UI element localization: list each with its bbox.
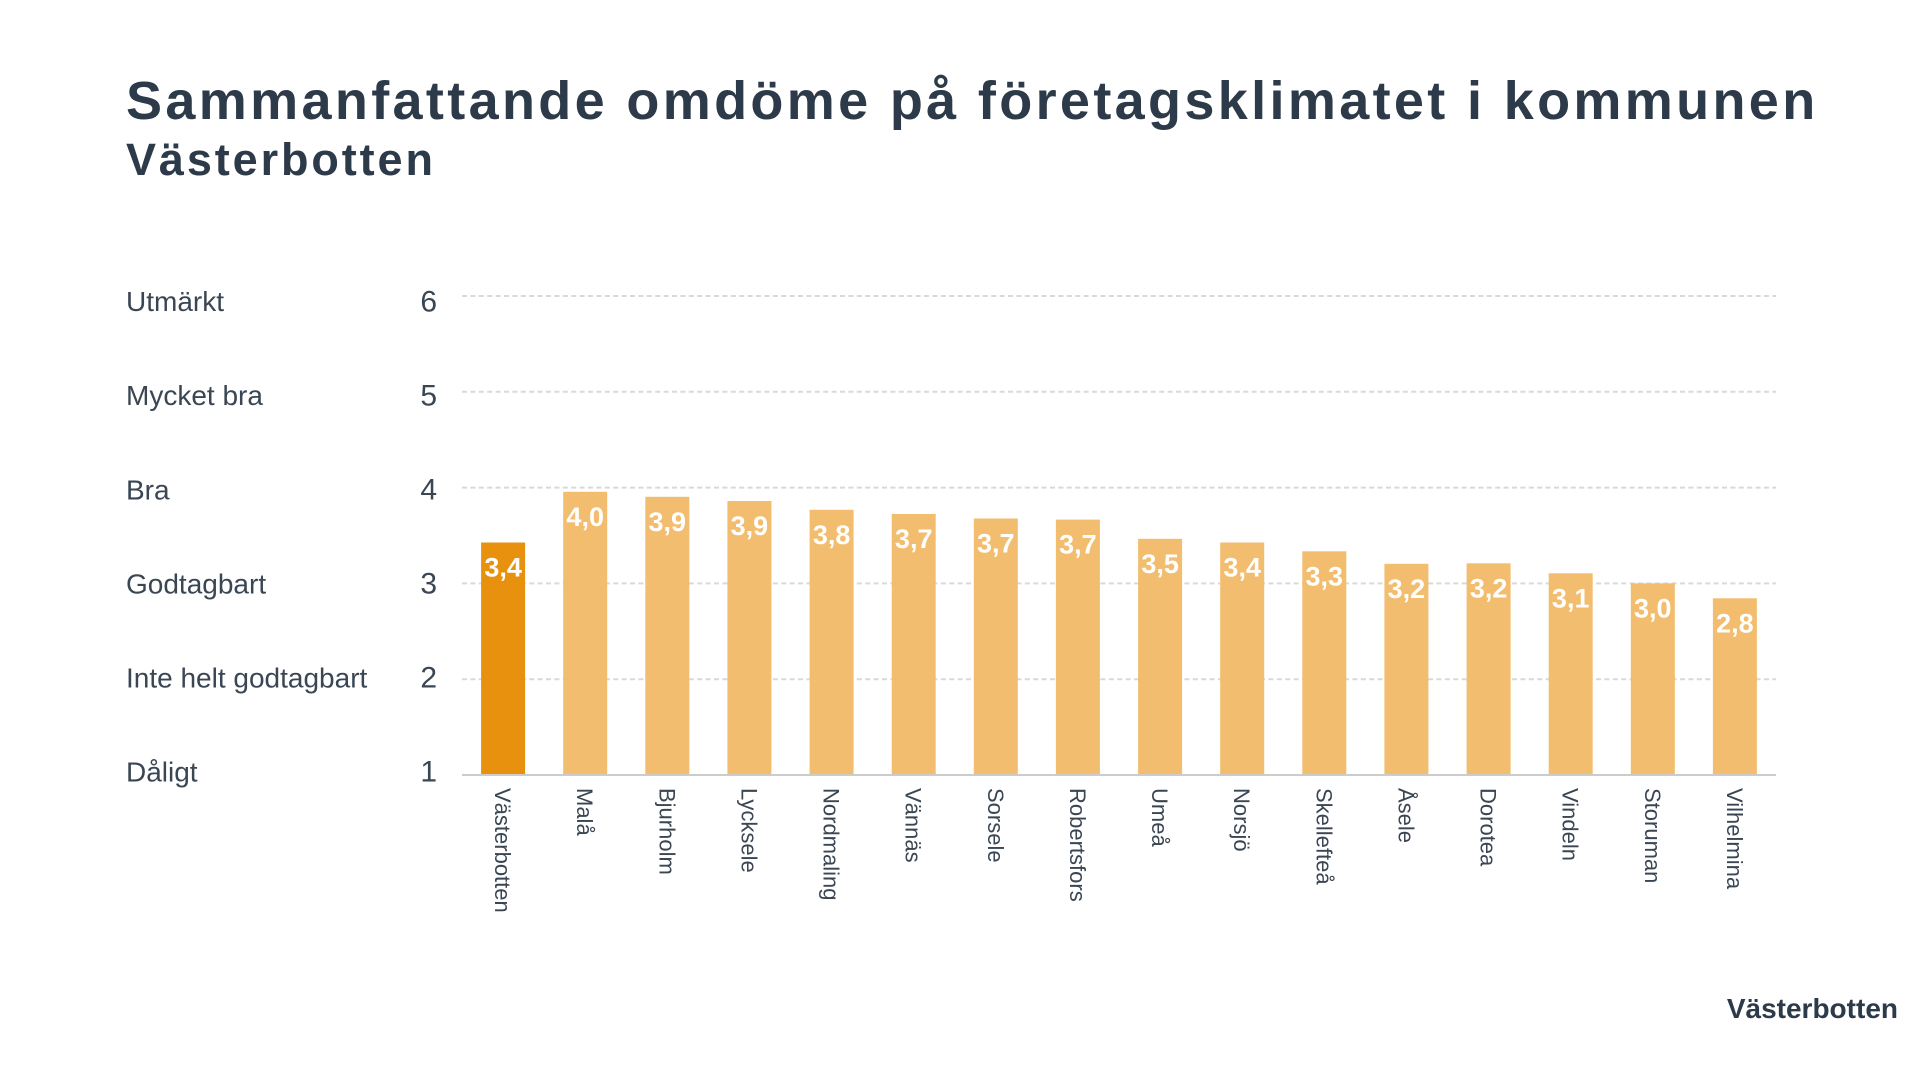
- svg-text:Sorsele: Sorsele: [983, 788, 1008, 863]
- svg-text:3,8: 3,8: [813, 520, 851, 550]
- svg-text:Malå: Malå: [572, 788, 597, 836]
- svg-text:2,8: 2,8: [1716, 608, 1754, 638]
- svg-text:Inte helt godtagbart: Inte helt godtagbart: [126, 662, 368, 693]
- svg-text:Utmärkt: Utmärkt: [126, 286, 224, 317]
- svg-text:3,9: 3,9: [649, 507, 687, 537]
- svg-text:3,7: 3,7: [977, 529, 1015, 559]
- svg-text:Bjurholm: Bjurholm: [654, 788, 679, 875]
- svg-text:Nordmaling: Nordmaling: [819, 788, 844, 901]
- svg-text:3,0: 3,0: [1634, 593, 1672, 623]
- svg-text:5: 5: [420, 379, 437, 412]
- svg-text:3,3: 3,3: [1306, 561, 1344, 591]
- svg-text:3,7: 3,7: [895, 524, 933, 554]
- svg-text:Västerbotten: Västerbotten: [1727, 993, 1898, 1024]
- svg-text:3,5: 3,5: [1141, 549, 1179, 579]
- svg-text:3,1: 3,1: [1552, 583, 1590, 613]
- svg-text:3,7: 3,7: [1059, 530, 1097, 560]
- svg-text:Dåligt: Dåligt: [126, 756, 198, 787]
- svg-text:Sammanfattande omdöme på föret: Sammanfattande omdöme på företagsklimate…: [126, 71, 1819, 131]
- svg-text:Vännäs: Vännäs: [901, 788, 926, 863]
- svg-text:Mycket bra: Mycket bra: [126, 380, 263, 411]
- svg-text:Vilhelmina: Vilhelmina: [1722, 788, 1747, 890]
- svg-text:Vindeln: Vindeln: [1558, 788, 1583, 861]
- svg-text:6: 6: [420, 285, 437, 318]
- svg-text:4: 4: [420, 474, 437, 507]
- svg-text:Umeå: Umeå: [1147, 788, 1172, 847]
- svg-text:3,9: 3,9: [731, 511, 769, 541]
- svg-text:4,0: 4,0: [566, 502, 604, 532]
- svg-text:Dorotea: Dorotea: [1476, 788, 1501, 867]
- svg-text:Storuman: Storuman: [1640, 788, 1665, 883]
- svg-text:Skellefteå: Skellefteå: [1311, 788, 1336, 885]
- svg-text:Åsele: Åsele: [1393, 788, 1418, 843]
- svg-text:Robertsfors: Robertsfors: [1065, 788, 1090, 902]
- svg-text:Västerbotten: Västerbotten: [490, 788, 515, 913]
- svg-text:Godtagbart: Godtagbart: [126, 568, 266, 599]
- svg-text:1: 1: [420, 756, 437, 789]
- svg-text:Bra: Bra: [126, 474, 170, 505]
- svg-text:3,4: 3,4: [484, 553, 522, 583]
- svg-text:Norsjö: Norsjö: [1229, 788, 1254, 852]
- svg-text:3,2: 3,2: [1388, 574, 1426, 604]
- svg-text:Lycksele: Lycksele: [736, 788, 761, 873]
- svg-text:2: 2: [420, 662, 437, 695]
- svg-text:3: 3: [420, 568, 437, 601]
- svg-text:3,4: 3,4: [1223, 553, 1261, 583]
- svg-text:3,2: 3,2: [1470, 573, 1508, 603]
- svg-text:Västerbotten: Västerbotten: [126, 134, 436, 185]
